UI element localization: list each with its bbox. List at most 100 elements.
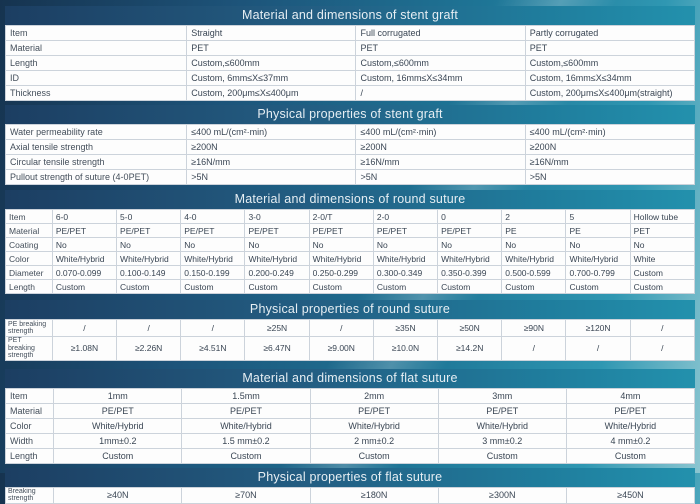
cell: ≤400 mL/(cm²·min) — [524, 124, 696, 140]
cell: Custom — [437, 447, 567, 464]
cell: 4 mm±0.2 — [565, 432, 696, 449]
cell: 3 mm±0.2 — [437, 432, 567, 449]
cell: No — [372, 237, 439, 252]
cell: No — [629, 237, 696, 252]
cell: White/Hybrid — [51, 251, 118, 266]
cell: ≥200N — [524, 139, 696, 155]
row-label: Coating — [5, 237, 53, 252]
cell: ≥200N — [355, 139, 526, 155]
cell: >5N — [355, 169, 526, 185]
cell: Custom — [629, 279, 696, 294]
cell: Custom, 16mm≤X≤34mm — [524, 70, 696, 86]
cell: Custom — [565, 279, 631, 294]
cell: No — [180, 237, 246, 252]
cell: 4-0 — [180, 209, 246, 224]
cell: 0.070-0.099 — [51, 265, 118, 280]
cell: 0.200-0.249 — [244, 265, 310, 280]
cell: Custom,≤600mm — [355, 55, 526, 71]
section-header-flat-suture-properties: Physical properties of flat suture — [5, 467, 695, 487]
row-label: Thickness — [4, 85, 188, 101]
row-label: Water permeability rate — [4, 124, 188, 140]
table-row: Water permeability rate ≤400 mL/(cm²·min)… — [4, 124, 696, 140]
table-row: Length Custom Custom Custom Custom Custom Cust… — [5, 279, 696, 294]
cell: 1.5 mm±0.2 — [181, 432, 311, 449]
table-row: Breaking strength ≥40N ≥70N ≥180N ≥300N ≥450N — [4, 486, 696, 504]
cell: White/Hybrid — [309, 417, 439, 434]
cell: White/Hybrid — [501, 251, 567, 266]
cell: ≥450N — [565, 486, 696, 504]
cell: ≥70N — [181, 486, 311, 504]
row-label: Circular tensile strength — [4, 154, 188, 170]
cell: Custom — [308, 279, 374, 294]
cell: 2-0 — [372, 209, 439, 224]
cell: Custom, 200μm≤X≤400μm(straight) — [524, 85, 696, 101]
cell: White/Hybrid — [308, 251, 374, 266]
cell: 0.700-0.799 — [565, 265, 631, 280]
row-label: Item — [4, 25, 188, 41]
table-row: Axial tensile strength ≥200N ≥200N ≥200N — [4, 139, 696, 155]
cell: 0.500-0.599 — [501, 265, 567, 280]
cell: / — [629, 336, 696, 361]
cell: PE/PET — [181, 402, 311, 419]
cell: Custom — [116, 279, 182, 294]
cell: No — [565, 237, 631, 252]
cell: ≤400 mL/(cm²·min) — [186, 124, 357, 140]
table-row: Circular tensile strength ≥16N/mm ≥16N/mm ≥… — [4, 154, 696, 170]
cell: No — [437, 237, 503, 252]
cell: ≥2.26N — [116, 336, 182, 361]
cell: 0.250-0.299 — [308, 265, 374, 280]
row-label: Width — [4, 432, 55, 449]
section-header-flat-suture-dimensions: Material and dimensions of flat suture — [5, 368, 695, 388]
cell: ≥10.0N — [372, 336, 439, 361]
cell: Custom — [181, 447, 311, 464]
cell: ≥16N/mm — [524, 154, 696, 170]
cell: PET — [186, 40, 357, 56]
section-stent-graft-properties: Physical properties of stent graft Water… — [4, 105, 696, 185]
row-label: Color — [4, 417, 55, 434]
cell: 0.300-0.349 — [372, 265, 439, 280]
cell: White/Hybrid — [116, 251, 182, 266]
cell: Custom,≤600mm — [524, 55, 696, 71]
cell: White/Hybrid — [372, 251, 439, 266]
cell: ≥6.47N — [244, 336, 310, 361]
cell: Custom — [437, 279, 503, 294]
cell: ≥35N — [372, 319, 439, 337]
cell: ≥9.00N — [308, 336, 374, 361]
cell: White/Hybrid — [244, 251, 310, 266]
row-label: Material — [5, 223, 53, 238]
cell: 2mm — [309, 387, 439, 404]
cell: 0.350-0.399 — [437, 265, 503, 280]
row-label: Axial tensile strength — [4, 139, 188, 155]
cell: PE/PET — [308, 223, 374, 238]
cell: 1.5mm — [181, 387, 311, 404]
table-row: Width 1mm±0.2 1.5 mm±0.2 2 mm±0.2 3 mm±0.2 4 … — [4, 432, 696, 449]
cell: 3mm — [437, 387, 567, 404]
cell: / — [629, 319, 696, 337]
cell: PE/PET — [437, 402, 567, 419]
cell: White/Hybrid — [181, 417, 311, 434]
row-label: ID — [4, 70, 188, 86]
cell: PET — [524, 40, 696, 56]
table-row: Thickness Custom, 200μm≤X≤400μm / Custom, 2… — [4, 85, 696, 101]
cell: Custom — [51, 279, 118, 294]
section-round-suture-dimensions: Material and dimensions of round suture … — [5, 190, 696, 294]
cell: PE/PET — [437, 223, 503, 238]
table-row: Color White/Hybrid White/Hybrid White/Hybri… — [5, 251, 696, 266]
section-stent-graft-dimensions: Material and dimensions of stent graft I… — [4, 6, 696, 101]
table-row: ID Custom, 6mm≤X≤37mm Custom, 16mm≤X≤34mm C… — [4, 70, 696, 86]
table-row: Material PE/PET PE/PET PE/PET PE/PET PE/PET PE… — [5, 223, 696, 238]
cell: No — [116, 237, 182, 252]
cell: / — [116, 319, 182, 337]
cell: No — [308, 237, 374, 252]
cell: PE/PET — [116, 223, 182, 238]
row-label: Material — [4, 402, 55, 419]
section-header-round-suture-properties: Physical properties of round suture — [5, 300, 695, 319]
cell: / — [180, 319, 246, 337]
cell: PE — [565, 223, 631, 238]
round-suture-dimensions-table: Item 6-0 5-0 4-0 3-0 2-0/T 2-0 0 2 5 Hollow tube Ma… — [5, 209, 696, 294]
cell: ≥50N — [437, 319, 503, 337]
stent-graft-dimensions-table: Item Straight Full corrugated Partly corrug… — [4, 25, 696, 101]
row-label: Item — [5, 209, 53, 224]
cell: ≥120N — [565, 319, 631, 337]
cell: ≥25N — [244, 319, 310, 337]
